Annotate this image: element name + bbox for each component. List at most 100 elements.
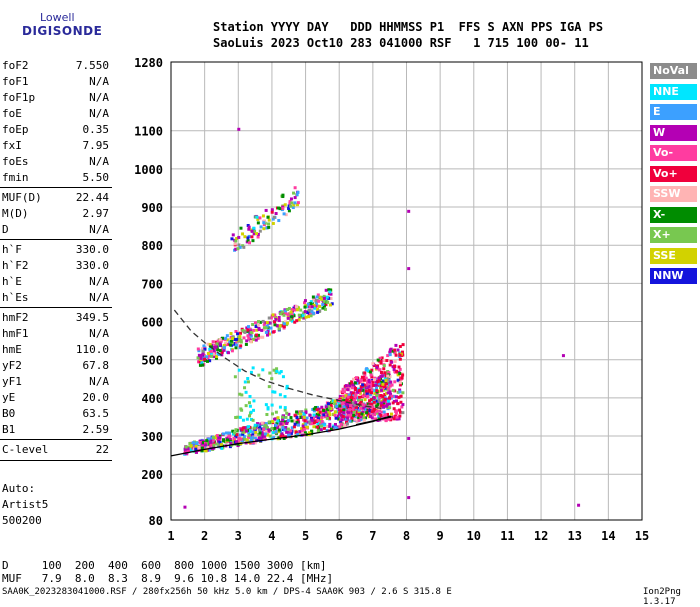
echo-point: [381, 382, 385, 386]
echo-point: [342, 417, 346, 421]
echo-point: [349, 391, 353, 395]
echo-point: [262, 221, 266, 225]
echo-point: [263, 432, 267, 436]
echo-point: [368, 386, 372, 390]
echo-point: [397, 365, 401, 369]
echo-point: [398, 410, 402, 414]
echo-point: [198, 441, 202, 445]
echo-point: [386, 378, 390, 382]
y-tick-label: 300: [141, 430, 163, 444]
echo-point: [206, 445, 210, 449]
echo-point: [362, 394, 366, 398]
echo-point: [237, 243, 241, 247]
echo-point: [274, 429, 278, 433]
echo-point: [270, 210, 274, 214]
echo-point: [256, 333, 260, 337]
echo-point: [229, 442, 233, 446]
echo-point: [194, 450, 198, 454]
echo-point: [308, 302, 312, 306]
echo-point: [251, 432, 255, 436]
echo-point: [328, 303, 332, 307]
echo-point: [236, 332, 240, 336]
echo-point: [393, 389, 397, 393]
echo-point: [397, 417, 401, 421]
echo-point: [353, 381, 357, 385]
echo-point: [312, 425, 316, 429]
echo-point: [324, 414, 328, 418]
echo-point: [361, 409, 365, 413]
echo-point: [329, 296, 333, 300]
param-value: 330.0: [75, 243, 109, 256]
echo-point: [257, 320, 261, 324]
echo-point: [394, 395, 398, 399]
echo-point: [283, 408, 287, 412]
echo-point: [342, 408, 346, 412]
y-tick-label: 1280: [134, 56, 163, 70]
echo-point: [304, 408, 308, 412]
echo-point: [302, 413, 306, 417]
echo-point: [270, 377, 274, 381]
echo-point: [379, 361, 383, 365]
echo-point: [221, 336, 225, 340]
x-tick-label: 13: [567, 529, 581, 543]
echo-point: [261, 335, 265, 339]
echo-point: [394, 353, 398, 357]
echo-point: [310, 310, 314, 314]
echo-point: [210, 343, 214, 347]
echo-point: [264, 403, 268, 407]
echo-point: [378, 368, 382, 372]
echo-point: [257, 436, 261, 440]
echo-point: [285, 411, 289, 415]
echo-point: [327, 288, 331, 292]
echo-point: [283, 420, 287, 424]
echo-point: [382, 401, 386, 405]
param-name: h`E: [2, 275, 22, 288]
echo-point: [278, 405, 282, 409]
echo-point: [209, 438, 213, 442]
echo-point: [286, 427, 290, 431]
echo-point: [277, 430, 281, 434]
echo-point: [348, 400, 352, 404]
param-row: fmin 5.50: [2, 170, 109, 185]
echo-point: [262, 426, 266, 430]
echo-point: [387, 402, 391, 406]
x-tick-label: 8: [403, 529, 410, 543]
echo-point: [401, 350, 405, 354]
echo-point: [204, 449, 208, 453]
echo-point: [304, 425, 308, 429]
echo-point: [217, 436, 221, 440]
y-tick-label: 600: [141, 316, 163, 330]
echo-point: [351, 377, 355, 381]
echo-point: [188, 441, 192, 445]
echo-point: [271, 313, 275, 317]
echo-point: [327, 292, 331, 296]
echo-point: [198, 360, 202, 364]
echo-point: [359, 387, 363, 391]
echo-point: [267, 218, 271, 222]
echo-point: [238, 346, 242, 350]
param-value: N/A: [89, 327, 109, 340]
echo-point: [284, 415, 288, 419]
echo-point: [384, 400, 388, 404]
echo-point: [234, 343, 238, 347]
echo-point: [264, 326, 268, 330]
echo-point: [306, 305, 310, 309]
echo-point: [364, 386, 368, 390]
echo-point: [325, 417, 329, 421]
echo-point: [264, 429, 268, 433]
logo-digisonde: DIGISONDE: [22, 24, 103, 38]
echo-point: [239, 340, 243, 344]
echo-point: [272, 436, 276, 440]
param-separator: [0, 460, 112, 461]
echo-point: [341, 387, 345, 391]
x-tick-label: 9: [437, 529, 444, 543]
echo-point: [239, 226, 243, 230]
param-row: yE 20.0: [2, 390, 109, 405]
echo-point: [346, 416, 350, 420]
echo-point: [248, 241, 252, 245]
echo-point: [228, 431, 232, 435]
echo-point: [398, 353, 402, 357]
echo-point: [186, 447, 190, 451]
echo-point: [215, 442, 219, 446]
echo-point: [364, 389, 368, 393]
